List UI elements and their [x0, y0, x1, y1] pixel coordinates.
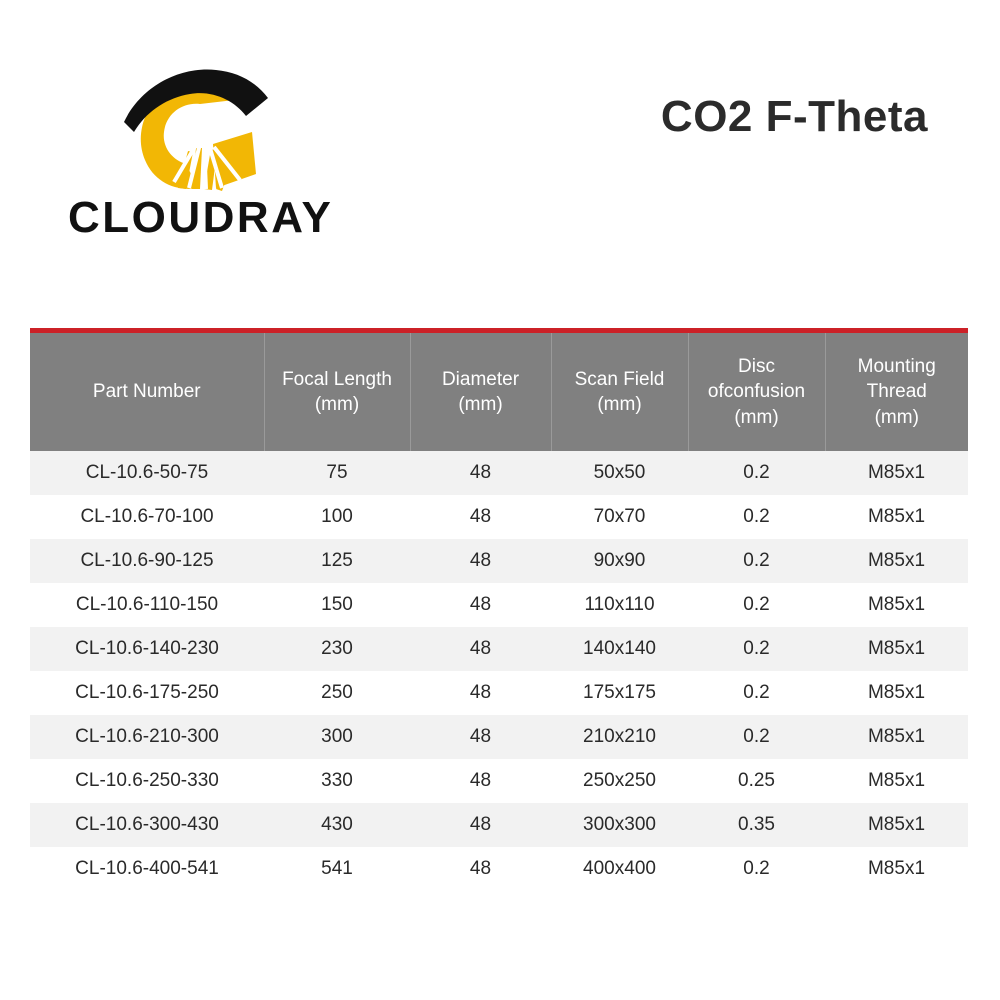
page-title: CO2 F-Theta	[660, 92, 928, 141]
cell-part-number: CL-10.6-300-430	[30, 803, 264, 847]
page-header: CLOUDRAY CO2 F-Theta	[0, 0, 1000, 300]
specification-table: Part Number Focal Length (mm) Diameter (…	[30, 333, 968, 891]
cell-scan-field: 175x175	[551, 671, 688, 715]
table-row: CL-10.6-300-430 430 48 300x300 0.35 M85x1	[30, 803, 968, 847]
table-row: CL-10.6-90-125 125 48 90x90 0.2 M85x1	[30, 539, 968, 583]
column-header-part-number: Part Number	[30, 333, 265, 451]
cell-focal-length: 330	[264, 759, 410, 803]
column-header-diameter: Diameter (mm)	[410, 333, 552, 451]
header-line-1: Diameter	[441, 368, 520, 390]
cell-diameter: 48	[410, 759, 551, 803]
cell-mounting-thread: M85x1	[825, 539, 968, 583]
cell-part-number: CL-10.6-50-75	[30, 451, 264, 495]
header-line-2: ofconfusion	[707, 381, 806, 403]
cell-part-number: CL-10.6-140-230	[30, 627, 264, 671]
header-line-1: Disc	[738, 356, 775, 378]
cell-diameter: 48	[410, 627, 551, 671]
brand-wordmark: CLOUDRAY	[68, 193, 334, 242]
cell-disc-of-confusion: 0.2	[688, 583, 825, 627]
header-line-1: Mounting	[857, 356, 936, 378]
cell-diameter: 48	[410, 671, 551, 715]
table-row: CL-10.6-50-75 75 48 50x50 0.2 M85x1	[30, 451, 968, 495]
cell-disc-of-confusion: 0.2	[688, 451, 825, 495]
cell-scan-field: 110x110	[551, 583, 688, 627]
cell-focal-length: 75	[264, 451, 410, 495]
cell-scan-field: 70x70	[551, 495, 688, 539]
column-header-focal-length: Focal Length (mm)	[264, 333, 411, 451]
cell-disc-of-confusion: 0.2	[688, 627, 825, 671]
column-header-mounting-thread: Mounting Thread (mm)	[825, 333, 968, 451]
cloudray-c-crescent-logo	[124, 69, 268, 191]
cell-scan-field: 90x90	[551, 539, 688, 583]
cell-part-number: CL-10.6-110-150	[30, 583, 264, 627]
header-line-2: (mm)	[597, 394, 642, 415]
cell-part-number: CL-10.6-210-300	[30, 715, 264, 759]
cell-diameter: 48	[410, 495, 551, 539]
cell-scan-field: 400x400	[551, 847, 688, 891]
cell-scan-field: 300x300	[551, 803, 688, 847]
column-header-scan-field: Scan Field (mm)	[551, 333, 689, 451]
header-line-2: (mm)	[314, 394, 360, 415]
cell-part-number: CL-10.6-400-541	[30, 847, 264, 891]
cell-part-number: CL-10.6-70-100	[30, 495, 264, 539]
header-line-1: Part Number	[92, 381, 201, 403]
cell-diameter: 48	[410, 583, 551, 627]
cell-focal-length: 430	[264, 803, 410, 847]
cell-focal-length: 150	[264, 583, 410, 627]
cell-mounting-thread: M85x1	[825, 671, 968, 715]
cell-scan-field: 50x50	[551, 451, 688, 495]
cell-focal-length: 100	[264, 495, 410, 539]
header-line-3: (mm)	[734, 406, 779, 428]
cell-mounting-thread: M85x1	[825, 759, 968, 803]
brand-lockup: CLOUDRAY	[68, 52, 338, 240]
table-body: CL-10.6-50-75 75 48 50x50 0.2 M85x1 CL-10.6-7…	[30, 451, 968, 891]
cell-diameter: 48	[410, 451, 551, 495]
cell-disc-of-confusion: 0.25	[688, 759, 825, 803]
table-row: CL-10.6-400-541 541 48 400x400 0.2 M85x1	[30, 847, 968, 891]
cell-disc-of-confusion: 0.2	[688, 847, 825, 891]
cell-mounting-thread: M85x1	[825, 495, 968, 539]
table-header-row: Part Number Focal Length (mm) Diameter (…	[30, 333, 968, 451]
table-row: CL-10.6-70-100 100 48 70x70 0.2 M85x1	[30, 495, 968, 539]
cell-disc-of-confusion: 0.2	[688, 495, 825, 539]
cell-diameter: 48	[410, 803, 551, 847]
header-line-2: (mm)	[458, 394, 503, 415]
header-line-1: Scan Field	[574, 368, 665, 390]
cell-disc-of-confusion: 0.35	[688, 803, 825, 847]
accent-divider	[30, 328, 968, 333]
header-line-3: (mm)	[874, 406, 919, 428]
cell-focal-length: 300	[264, 715, 410, 759]
cell-diameter: 48	[410, 847, 551, 891]
table-row: CL-10.6-250-330 330 48 250x250 0.25 M85x1	[30, 759, 968, 803]
cell-scan-field: 250x250	[551, 759, 688, 803]
cell-disc-of-confusion: 0.2	[688, 539, 825, 583]
table-row: CL-10.6-210-300 300 48 210x210 0.2 M85x1	[30, 715, 968, 759]
cell-scan-field: 140x140	[551, 627, 688, 671]
cell-mounting-thread: M85x1	[825, 583, 968, 627]
column-header-disc-of-confusion: Disc ofconfusion (mm)	[688, 333, 826, 451]
cell-part-number: CL-10.6-90-125	[30, 539, 264, 583]
header-line-2: Thread	[866, 381, 927, 403]
cell-part-number: CL-10.6-250-330	[30, 759, 264, 803]
header-line-1: Focal Length	[282, 368, 392, 390]
cell-mounting-thread: M85x1	[825, 451, 968, 495]
cell-mounting-thread: M85x1	[825, 627, 968, 671]
cell-mounting-thread: M85x1	[825, 847, 968, 891]
cell-diameter: 48	[410, 715, 551, 759]
table-row: CL-10.6-140-230 230 48 140x140 0.2 M85x1	[30, 627, 968, 671]
cell-focal-length: 230	[264, 627, 410, 671]
cell-scan-field: 210x210	[551, 715, 688, 759]
table-row: CL-10.6-110-150 150 48 110x110 0.2 M85x1	[30, 583, 968, 627]
cell-disc-of-confusion: 0.2	[688, 671, 825, 715]
cell-focal-length: 541	[264, 847, 410, 891]
cell-focal-length: 250	[264, 671, 410, 715]
spec-table-container: Part Number Focal Length (mm) Diameter (…	[30, 328, 968, 891]
cell-diameter: 48	[410, 539, 551, 583]
cell-mounting-thread: M85x1	[825, 715, 968, 759]
table-row: CL-10.6-175-250 250 48 175x175 0.2 M85x1	[30, 671, 968, 715]
cell-part-number: CL-10.6-175-250	[30, 671, 264, 715]
cell-disc-of-confusion: 0.2	[688, 715, 825, 759]
cell-focal-length: 125	[264, 539, 410, 583]
cell-mounting-thread: M85x1	[825, 803, 968, 847]
